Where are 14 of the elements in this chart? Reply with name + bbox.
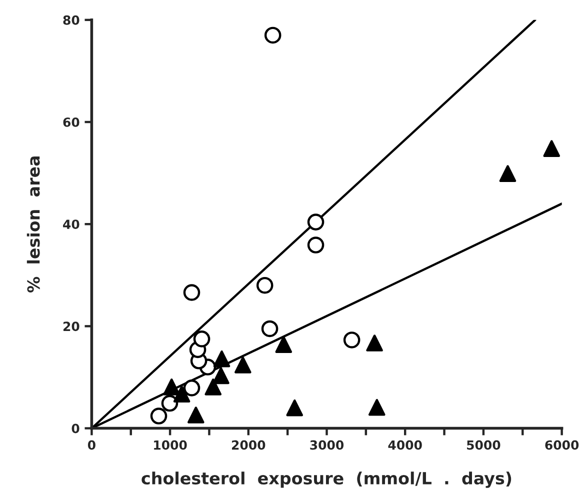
y-tick-label: 80 <box>63 15 80 25</box>
y-tick-label: 40 <box>63 220 80 230</box>
x-tick-label: 4000 <box>388 440 422 450</box>
x-axis-title: cholesterol exposure (mmol/L . days) <box>142 472 512 488</box>
y-tick-label: 20 <box>63 322 80 332</box>
y-tick-label: 60 <box>63 117 80 127</box>
x-tick-label: 0 <box>88 440 96 450</box>
x-tick-label: 1000 <box>154 440 187 450</box>
x-tick-label: 5000 <box>467 440 500 450</box>
y-tick-label: 0 <box>72 424 80 434</box>
x-tick-label: 3000 <box>310 440 344 450</box>
y-axis-title: % lesion area <box>26 156 40 293</box>
x-tick-label: 2000 <box>232 440 266 450</box>
x-tick-label: 6000 <box>545 440 579 450</box>
